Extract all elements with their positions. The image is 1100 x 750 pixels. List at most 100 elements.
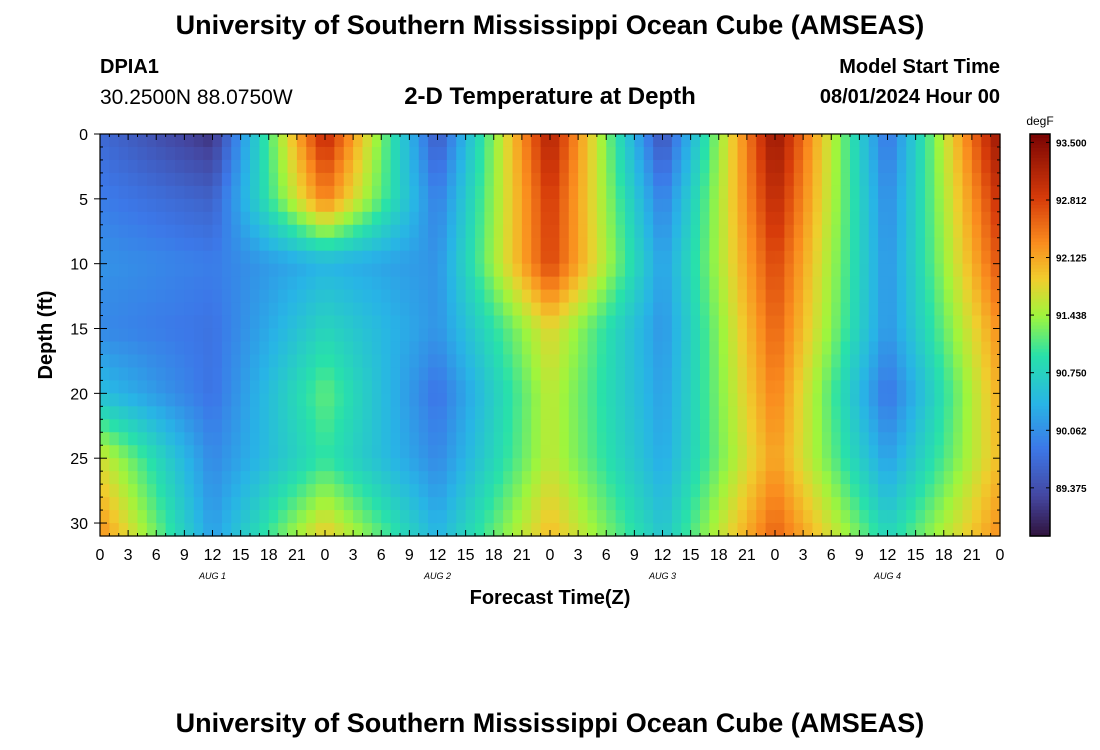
- x-tick-label: 21: [288, 547, 306, 564]
- heatmap-cell: [887, 276, 898, 291]
- heatmap-cell: [671, 211, 682, 226]
- heatmap-cell: [259, 315, 270, 330]
- colorbar-segment: [1030, 214, 1050, 219]
- heatmap-cell: [100, 134, 110, 148]
- heatmap-cell: [587, 471, 598, 485]
- heatmap-cell: [231, 341, 242, 356]
- heatmap-cell: [531, 159, 542, 174]
- heatmap-cell: [296, 380, 307, 394]
- heatmap-cell: [962, 367, 973, 381]
- heatmap-cell: [212, 432, 223, 446]
- heatmap-cell: [221, 250, 232, 265]
- heatmap-cell: [606, 328, 617, 343]
- heatmap-cell: [371, 432, 382, 446]
- heatmap-cell: [400, 432, 410, 446]
- heatmap-cell: [859, 471, 870, 485]
- heatmap-cell: [400, 328, 410, 343]
- heatmap-cell: [418, 172, 429, 187]
- heatmap-cell: [146, 380, 157, 394]
- heatmap-cell: [625, 393, 635, 407]
- heatmap-cell: [259, 237, 270, 252]
- heatmap-cell: [409, 432, 420, 446]
- heatmap-cell: [831, 484, 842, 498]
- heatmap-cell: [334, 185, 345, 200]
- heatmap-cell: [409, 315, 420, 330]
- heatmap-cell: [728, 315, 739, 330]
- heatmap-cell: [118, 341, 129, 356]
- heatmap-cell: [671, 224, 682, 239]
- heatmap-cell: [765, 198, 776, 213]
- heatmap-cell: [287, 458, 298, 472]
- heatmap-cell: [821, 471, 832, 485]
- heatmap-cell: [315, 185, 326, 200]
- heatmap-cell: [137, 185, 148, 200]
- heatmap-cell: [287, 185, 298, 200]
- heatmap-cell: [231, 484, 242, 498]
- heatmap-cell: [681, 510, 692, 524]
- heatmap-cell: [625, 432, 635, 446]
- heatmap-cell: [981, 341, 992, 356]
- heatmap-cell: [625, 497, 635, 511]
- heatmap-cell: [231, 367, 242, 381]
- heatmap-cell: [615, 159, 626, 174]
- heatmap-cell: [803, 146, 814, 161]
- heatmap-cell: [962, 445, 973, 459]
- heatmap-cell: [175, 315, 185, 330]
- heatmap-cell: [175, 250, 185, 265]
- heatmap-cell: [184, 354, 195, 369]
- heatmap-cell: [803, 302, 814, 317]
- heatmap-cell: [315, 471, 326, 485]
- heatmap-cell: [306, 159, 317, 174]
- heatmap-cell: [371, 380, 382, 394]
- heatmap-cell: [296, 146, 307, 161]
- heatmap-cell: [559, 523, 570, 537]
- colorbar-segment: [1030, 157, 1050, 162]
- heatmap-cell: [625, 211, 635, 226]
- heatmap-cell: [315, 341, 326, 356]
- heatmap-cell: [606, 289, 617, 304]
- heatmap-cell: [540, 211, 551, 226]
- heatmap-cell: [962, 134, 973, 148]
- heatmap-cell: [971, 497, 982, 511]
- heatmap-cell: [896, 172, 907, 187]
- heatmap-cell: [728, 328, 739, 343]
- heatmap-cell: [446, 134, 457, 148]
- heatmap-cell: [165, 185, 176, 200]
- heatmap-cell: [831, 523, 842, 537]
- heatmap-cell: [484, 380, 495, 394]
- heatmap-cell: [287, 393, 298, 407]
- heatmap-cell: [343, 185, 354, 200]
- heatmap-cell: [240, 445, 251, 459]
- heatmap-cell: [887, 367, 898, 381]
- heatmap-cell: [193, 263, 204, 278]
- heatmap-cell: [418, 328, 429, 343]
- colorbar-segment: [1030, 160, 1050, 165]
- heatmap-cell: [953, 484, 964, 498]
- heatmap-cell: [484, 146, 495, 161]
- heatmap-cell: [709, 432, 720, 446]
- heatmap-cell: [737, 211, 748, 226]
- heatmap-cell: [578, 406, 589, 420]
- heatmap-cell: [250, 185, 260, 200]
- heatmap-cell: [353, 198, 364, 213]
- heatmap-cell: [821, 134, 832, 148]
- heatmap-cell: [137, 380, 148, 394]
- heatmap-cell: [662, 471, 673, 485]
- heatmap-cell: [381, 159, 392, 174]
- heatmap-cell: [887, 134, 898, 148]
- heatmap-cell: [240, 211, 251, 226]
- heatmap-cell: [578, 458, 589, 472]
- heatmap-cell: [128, 471, 139, 485]
- heatmap-cell: [934, 484, 945, 498]
- heatmap-cell: [334, 419, 345, 433]
- heatmap-cell: [718, 250, 729, 265]
- heatmap-cell: [184, 211, 195, 226]
- heatmap-cell: [343, 341, 354, 356]
- heatmap-cell: [221, 432, 232, 446]
- heatmap-cell: [896, 276, 907, 291]
- heatmap-cell: [878, 172, 889, 187]
- heatmap-cell: [521, 406, 532, 420]
- heatmap-cell: [221, 445, 232, 459]
- heatmap-cell: [503, 134, 514, 148]
- heatmap-cell: [353, 211, 364, 226]
